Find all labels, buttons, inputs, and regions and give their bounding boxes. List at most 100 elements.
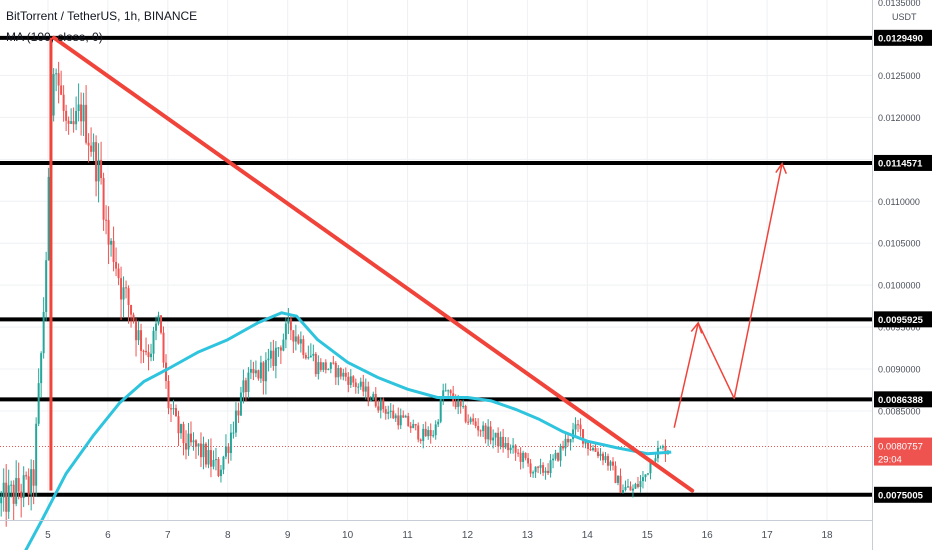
price-axis[interactable]: 0.0085000 0.0090000 0.0095000 0.0100000 0.01…: [872, 0, 932, 550]
candle-body: [170, 408, 173, 410]
candle-body: [624, 487, 627, 491]
candle-body: [122, 287, 125, 300]
candle-body: [199, 443, 202, 458]
candle-body: [534, 466, 537, 473]
candle-body: [329, 362, 332, 369]
candle-body: [42, 311, 45, 354]
candle-body: [182, 424, 185, 444]
candle-body: [394, 415, 397, 419]
candle-body: [197, 443, 200, 447]
candle-body: [267, 358, 270, 361]
candle-body: [224, 446, 227, 457]
candle-body: [512, 445, 515, 448]
candle-body: [269, 350, 272, 359]
time-tick-label: 17: [762, 530, 774, 541]
candle-body: [567, 438, 570, 443]
candle-body: [30, 469, 33, 495]
candle-body: [115, 261, 118, 269]
candle-body: [449, 390, 452, 394]
candle-body: [599, 453, 602, 457]
candle-body: [55, 73, 58, 75]
candle-body: [319, 362, 322, 370]
candle-body: [477, 425, 480, 431]
candle-body: [222, 456, 225, 470]
candle-body: [219, 469, 222, 477]
candle-body: [502, 436, 505, 448]
candle-body: [584, 441, 587, 444]
candle-body: [327, 368, 330, 370]
candle-body: [629, 486, 632, 491]
candle-body: [587, 441, 590, 449]
candle-body: [439, 397, 442, 422]
candle-body: [342, 372, 345, 377]
candle-body: [2, 482, 5, 498]
candle-body: [557, 452, 560, 461]
candle-body: [130, 304, 133, 315]
candle-body: [307, 357, 310, 359]
candle-body: [549, 460, 552, 474]
price-tick-label: 0.0105000: [878, 239, 921, 249]
candle-body: [579, 424, 582, 430]
candle-body: [284, 323, 287, 340]
candle-body: [322, 362, 325, 370]
candle-body: [554, 452, 557, 459]
candle-body: [607, 456, 610, 466]
candle-body: [362, 381, 365, 392]
candle-body: [272, 350, 275, 366]
time-tick-label: 15: [642, 530, 654, 541]
candle-body: [165, 362, 168, 382]
level-price-label: 0.0114571: [878, 158, 923, 169]
candle-body: [0, 497, 3, 504]
current-price-label: 0.0080757: [878, 442, 923, 453]
candle-body: [619, 475, 622, 494]
candle-body: [102, 178, 105, 220]
current-price-tag: [874, 437, 932, 466]
drawings[interactable]: [49, 35, 788, 493]
candle-body: [77, 104, 80, 112]
candle-body: [25, 475, 28, 477]
candle-body: [447, 390, 450, 392]
candle-body: [132, 314, 135, 321]
candle-body: [614, 465, 617, 483]
candle-body: [339, 368, 342, 377]
candle-body: [227, 446, 230, 453]
level-price-label: 0.0075005: [878, 490, 924, 501]
candle-body: [334, 362, 337, 378]
candle-body: [167, 381, 170, 409]
candle-body: [45, 260, 48, 312]
candle-body: [229, 432, 232, 453]
candle-body: [537, 466, 540, 468]
symbol-title[interactable]: BitTorrent / TetherUS, 1h, BINANCE: [6, 9, 198, 23]
candle-body: [409, 425, 412, 429]
candle-body: [479, 430, 482, 432]
candle-body: [174, 408, 177, 417]
moving-average: [24, 311, 672, 550]
candle-body: [454, 401, 457, 408]
candle-body: [509, 447, 512, 451]
candle-body: [577, 424, 580, 426]
candle-body: [309, 355, 312, 358]
candle-body: [562, 446, 565, 449]
candle-body: [127, 288, 130, 305]
indicator-legend[interactable]: MA (100, close, 0): [6, 30, 103, 44]
candle-body: [87, 142, 90, 146]
candle-body: [616, 475, 619, 483]
candle-body: [314, 353, 317, 375]
candle-body: [417, 425, 420, 440]
candle-body: [492, 437, 495, 441]
candle-body: [264, 360, 267, 382]
candle-body: [626, 486, 629, 488]
currency-label: USDT: [892, 12, 917, 22]
candle-body: [437, 421, 440, 425]
price-tick-label: 0.0110000: [878, 197, 920, 207]
candle-body: [499, 436, 502, 447]
candle-body: [234, 410, 237, 433]
candle-body: [442, 390, 445, 398]
support-resistance-levels[interactable]: [0, 35, 872, 497]
candle-body: [147, 352, 150, 358]
time-axis[interactable]: 5 6 7 8 9 10 11 12 13 14 15 16 17 18: [0, 520, 872, 542]
candle-body: [559, 446, 562, 461]
candle-body: [404, 416, 407, 418]
candle-body: [249, 368, 252, 373]
